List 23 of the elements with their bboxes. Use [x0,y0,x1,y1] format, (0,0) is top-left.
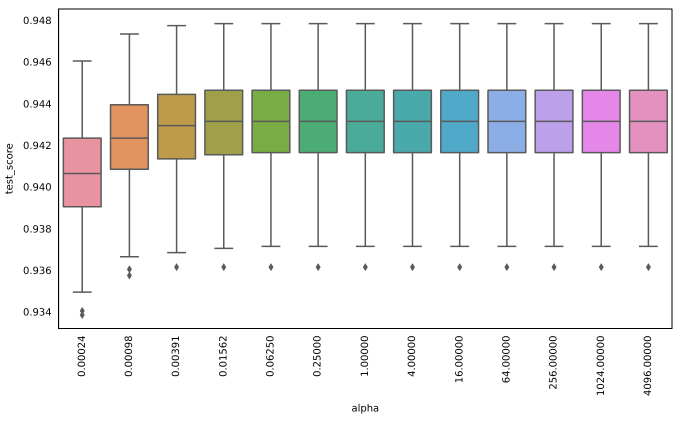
x-tick-label: 0.25000 [312,336,324,377]
x-tick-label: 0.00098 [124,336,135,377]
x-tick-label: 0.00391 [171,336,182,377]
y-tick-label: 0.946 [22,58,52,69]
y-tick-label: 0.942 [22,140,52,152]
y-tick-label: 0.948 [22,16,52,28]
x-tick-label: 0.00024 [76,336,88,377]
y-tick-label: 0.940 [22,182,52,194]
x-tick-label: 0.01562 [218,336,230,377]
y-tick-label: 0.944 [22,99,52,110]
x-tick-label: 1024.00000 [596,336,607,396]
x-tick-label: 4096.00000 [643,336,654,396]
y-tick-label: 0.936 [22,266,52,277]
x-tick-label: 4.00000 [407,336,418,377]
x-tick-label: 0.06250 [266,336,277,377]
x-axis-title: alpha [351,404,380,415]
y-axis-title: test_score [4,143,16,194]
x-tick-label: 1.00000 [360,336,371,377]
y-tick-label: 0.934 [22,308,52,319]
y-tick-label: 0.938 [22,224,52,236]
x-tick-label: 256.00000 [548,336,560,390]
x-tick-label: 16.00000 [454,336,466,384]
x-tick-label: 64.00000 [501,336,512,384]
